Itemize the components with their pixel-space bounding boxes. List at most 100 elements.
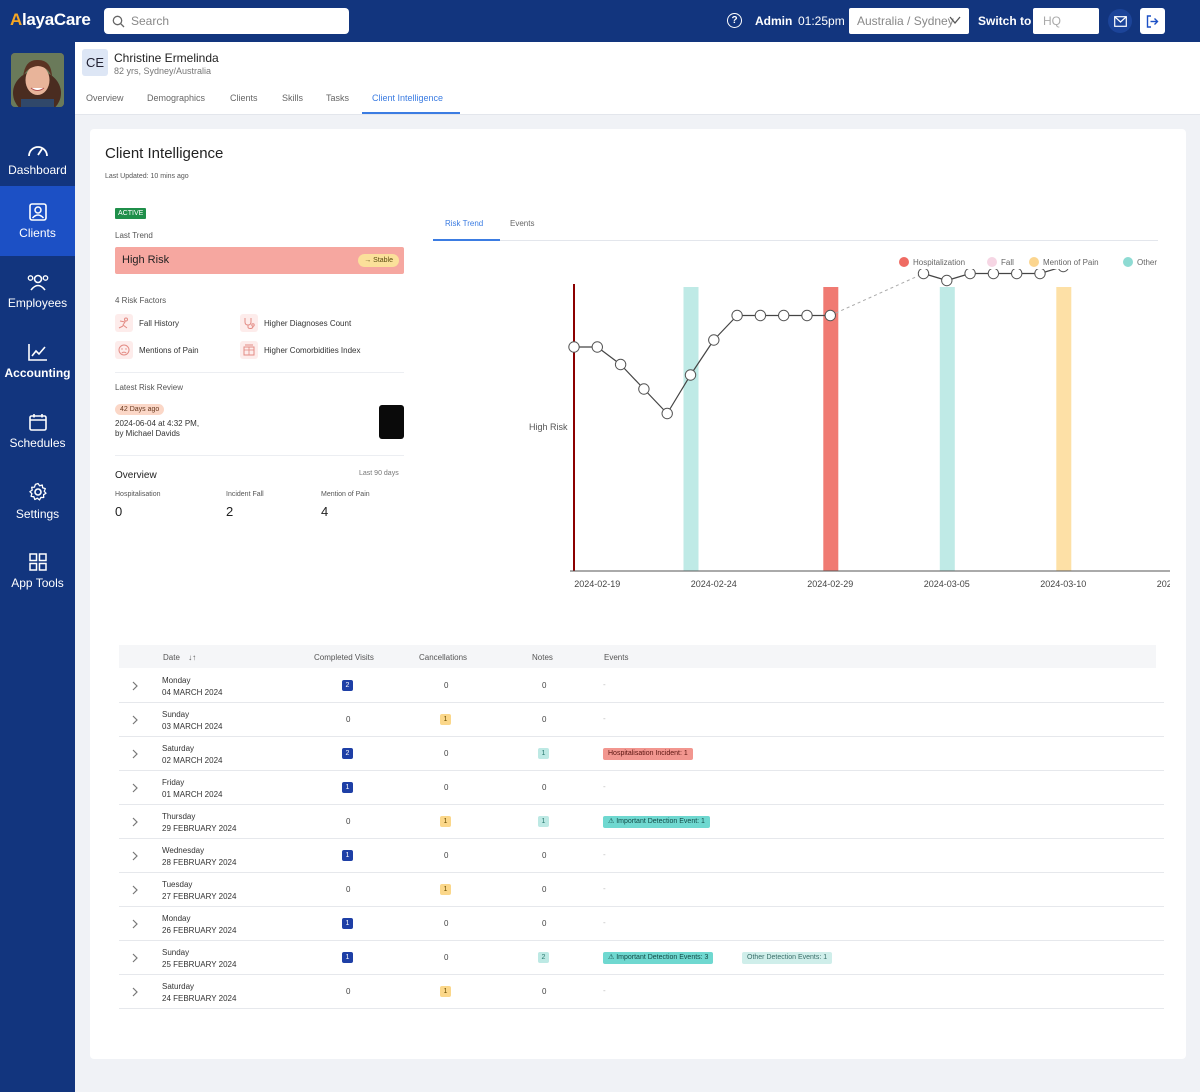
x-tick-label: 2024-02-19 — [574, 579, 620, 589]
chevron-right-icon[interactable] — [131, 715, 139, 725]
notes-count: 0 — [542, 885, 547, 894]
sidebar-item-settings[interactable]: Settings — [0, 466, 75, 536]
event-badge[interactable]: Hospitalisation Incident: 1 — [603, 748, 693, 760]
event-badge[interactable]: Other Detection Events: 1 — [742, 952, 833, 964]
row-day: Sunday — [162, 710, 190, 719]
chevron-right-icon[interactable] — [131, 851, 139, 861]
chevron-right-icon[interactable] — [131, 817, 139, 827]
sidebar-item-clients[interactable]: Clients — [0, 186, 75, 256]
tab-overview[interactable]: Overview — [86, 93, 124, 103]
search-box[interactable] — [104, 8, 349, 34]
sidebar-item-employees[interactable]: Employees — [0, 256, 75, 326]
mail-button[interactable] — [1108, 9, 1132, 33]
alayacare-logo[interactable]: AlayaCare — [10, 10, 91, 29]
chevron-right-icon[interactable] — [131, 681, 139, 691]
notes-count: 0 — [542, 715, 547, 724]
cancellations-count: 0 — [444, 681, 449, 690]
grid-icon — [28, 552, 47, 571]
chevron-right-icon[interactable] — [131, 749, 139, 759]
risk-trend-chart[interactable]: High Risk 2024-02-19 2024-02-24 2024-02-29 2… — [430, 269, 1170, 594]
notes-count: 0 — [542, 987, 547, 996]
column-header-events: Events — [604, 653, 629, 662]
table-row[interactable]: Tuesday 27 FEBRUARY 2024 0 1 0 - — [119, 873, 1164, 907]
gear-icon — [28, 482, 47, 501]
search-input[interactable] — [131, 14, 331, 28]
overview-fall-label: Incident Fall — [226, 491, 264, 498]
sidebar-item-app-tools[interactable]: App Tools — [0, 536, 75, 606]
data-point — [941, 274, 953, 287]
tab-client-intelligence[interactable]: Client Intelligence — [372, 93, 444, 103]
row-day: Thursday — [162, 812, 196, 821]
table-row[interactable]: Sunday 03 MARCH 2024 0 1 0 - — [119, 703, 1164, 737]
data-point — [964, 269, 976, 280]
x-tick-label: 2024-03-05 — [924, 579, 970, 589]
x-tick-label: 2024-02-24 — [691, 579, 737, 589]
legend-mention-of-pain[interactable]: Mention of Pain — [1029, 257, 1099, 267]
no-events: - — [603, 680, 606, 689]
help-icon[interactable]: ? — [727, 13, 742, 28]
tab-tasks[interactable]: Tasks — [326, 93, 350, 103]
tab-skills[interactable]: Skills — [282, 93, 304, 103]
sort-icon[interactable]: ↓↑ — [188, 653, 197, 662]
tab-clients[interactable]: Clients — [230, 93, 258, 103]
stethoscope-icon — [240, 314, 258, 332]
event-badge[interactable]: ⚠ Important Detection Events: 3 — [603, 952, 714, 964]
table-row[interactable]: Friday 01 MARCH 2024 1 0 0 - — [119, 771, 1164, 805]
visits-count: 0 — [346, 885, 351, 894]
data-point — [638, 383, 650, 395]
trend-badge: → Stable — [358, 254, 399, 267]
sidebar-item-accounting[interactable]: Accounting — [0, 326, 75, 396]
last-trend-label: Last Trend — [115, 231, 153, 240]
risk-level-bar: High Risk → Stable — [115, 247, 404, 274]
client-initials: CE — [82, 49, 108, 76]
cancellations-count: 1 — [440, 884, 451, 895]
calendar-icon — [28, 413, 47, 431]
table-row[interactable]: Saturday 24 FEBRUARY 2024 0 1 0 - — [119, 975, 1164, 1009]
data-point — [987, 269, 1000, 280]
legend-fall[interactable]: Fall — [987, 257, 1014, 267]
row-date: 29 FEBRUARY 2024 — [162, 824, 237, 833]
table-row[interactable]: Thursday 29 FEBRUARY 2024 0 1 1 ⚠ Important D… — [119, 805, 1164, 839]
sidebar-item-schedules[interactable]: Schedules — [0, 396, 75, 466]
cancellations-count: 0 — [444, 749, 449, 758]
sidebar-item-dashboard[interactable]: Dashboard — [0, 124, 75, 194]
visits-count: 1 — [342, 918, 353, 929]
x-tick-label: 2024-03-15 — [1157, 579, 1170, 589]
client-profile-header: CE Christine Ermelinda 82 yrs, Sydney/Au… — [75, 42, 1200, 115]
phone-icon[interactable] — [379, 405, 404, 439]
notes-count: 2 — [538, 952, 549, 963]
timezone-select[interactable]: Australia / Sydney — [849, 8, 969, 34]
logout-button[interactable] — [1140, 8, 1165, 34]
column-header-date[interactable]: Date ↓↑ — [163, 653, 197, 662]
table-row[interactable]: Saturday 02 MARCH 2024 2 0 1 Hospitalisation … — [119, 737, 1164, 771]
switch-to-input[interactable]: HQ — [1033, 8, 1099, 34]
data-point — [754, 309, 767, 322]
data-point — [568, 341, 580, 353]
tab-demographics[interactable]: Demographics — [147, 93, 206, 103]
cancellations-count: 0 — [444, 919, 449, 928]
table-row[interactable]: Monday 04 MARCH 2024 2 0 0 - — [119, 669, 1164, 703]
notes-count: 0 — [542, 783, 547, 792]
avatar[interactable] — [11, 53, 64, 107]
chevron-right-icon[interactable] — [131, 885, 139, 895]
event-badge[interactable]: ⚠ Important Detection Event: 1 — [603, 816, 710, 828]
tab-events[interactable]: Events — [510, 219, 535, 228]
no-events: - — [603, 918, 606, 927]
table-row[interactable]: Wednesday 28 FEBRUARY 2024 1 0 0 - — [119, 839, 1164, 873]
legend-hospitalization[interactable]: Hospitalization — [899, 257, 965, 267]
risk-factor-label: Higher Comorbidities Index — [264, 345, 361, 355]
chevron-right-icon[interactable] — [131, 953, 139, 963]
tab-risk-trend[interactable]: Risk Trend — [445, 219, 484, 228]
legend-dot — [1123, 257, 1133, 267]
legend-other[interactable]: Other — [1123, 257, 1157, 267]
divider — [115, 455, 404, 456]
chevron-right-icon[interactable] — [131, 987, 139, 997]
data-point — [1058, 269, 1069, 273]
table-row[interactable]: Monday 26 FEBRUARY 2024 1 0 0 - — [119, 907, 1164, 941]
chevron-right-icon[interactable] — [131, 783, 139, 793]
table-row[interactable]: Sunday 25 FEBRUARY 2024 1 0 2 ⚠ Important Det… — [119, 941, 1164, 975]
sidebar-item-label: Schedules — [9, 435, 66, 450]
search-icon — [112, 15, 125, 27]
chevron-right-icon[interactable] — [131, 919, 139, 929]
review-date: 2024-06-04 at 4:32 PM, — [115, 419, 200, 428]
